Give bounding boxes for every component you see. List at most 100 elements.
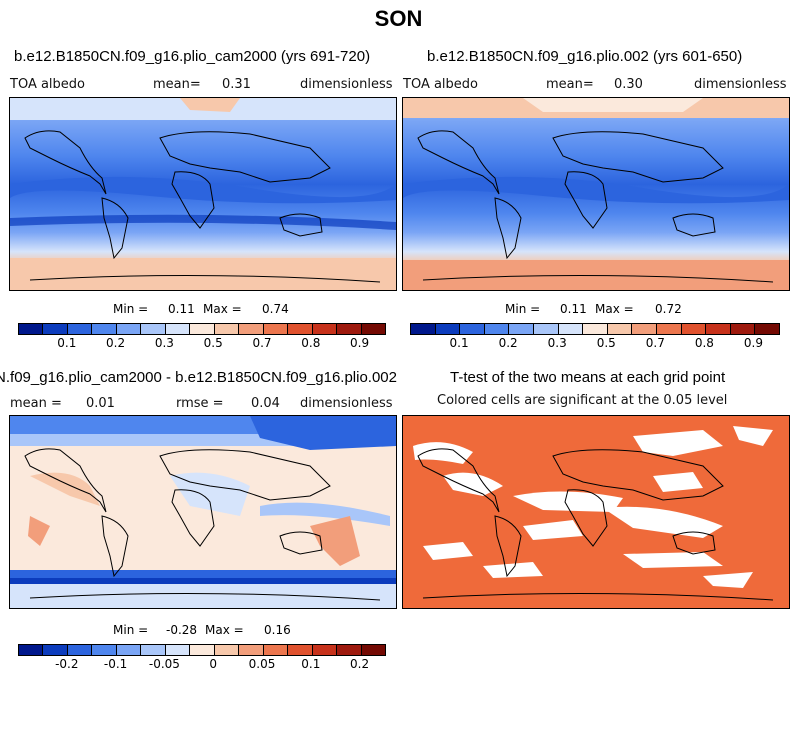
panel3-mean-label: mean = bbox=[10, 396, 62, 411]
panel3-title: B1850CN.f09_g16.plio_cam2000 - b.e12.B18… bbox=[0, 369, 397, 386]
panel3-max-value: 0.16 bbox=[264, 623, 291, 637]
colorbar-abs-right-labels: 0.1 0.2 0.3 0.5 0.7 0.8 0.9 bbox=[410, 336, 778, 352]
colorbar-abs-left-labels: 0.1 0.2 0.3 0.5 0.7 0.8 0.9 bbox=[18, 336, 384, 352]
colorbar-tick-label: 0.1 bbox=[449, 336, 469, 350]
colorbar-tick-label: -0.1 bbox=[103, 657, 128, 671]
panel2-title: b.e12.B1850CN.f09_g16.plio.002 (yrs 601-… bbox=[427, 48, 743, 65]
colorbar-swatch bbox=[533, 324, 559, 334]
panel3-max-label: Max = bbox=[205, 623, 244, 637]
colorbar-swatch bbox=[43, 645, 68, 655]
colorbar-tick-label: 0 bbox=[209, 657, 218, 671]
colorbar-swatch bbox=[337, 645, 362, 655]
colorbar-tick-label: 0.7 bbox=[252, 336, 272, 350]
panel1-min-value: 0.11 bbox=[168, 302, 195, 316]
colorbar-swatch bbox=[239, 324, 264, 334]
colorbar-tick-label: 0.2 bbox=[350, 657, 370, 671]
colorbar-swatch bbox=[361, 645, 386, 655]
panel1-units: dimensionless bbox=[300, 77, 393, 92]
panel4-subtitle: Colored cells are significant at the 0.0… bbox=[437, 393, 728, 408]
colorbar-swatch bbox=[607, 324, 633, 334]
colorbar-swatch bbox=[43, 324, 68, 334]
colorbar-tick-label: 0.9 bbox=[350, 336, 370, 350]
colorbar-tick-label: 0.5 bbox=[203, 336, 223, 350]
colorbar-swatch bbox=[656, 324, 682, 334]
colorbar-abs-left bbox=[18, 323, 386, 335]
colorbar-swatch bbox=[165, 324, 191, 334]
colorbar-swatch bbox=[116, 645, 142, 655]
panel2-variable: TOA albedo bbox=[403, 77, 479, 92]
colorbar-swatch bbox=[558, 324, 584, 334]
colorbar-swatch bbox=[288, 645, 313, 655]
figure-title: SON bbox=[374, 6, 423, 31]
colorbar-tick-label: 0.1 bbox=[301, 657, 321, 671]
panel2-min-value: 0.11 bbox=[560, 302, 587, 316]
colorbar-swatch bbox=[263, 645, 289, 655]
panel2-max-label: Max = bbox=[595, 302, 634, 316]
panel2-max-value: 0.72 bbox=[655, 302, 682, 316]
colorbar-swatch bbox=[141, 645, 166, 655]
panel1-map bbox=[9, 97, 397, 291]
colorbar-swatch bbox=[509, 324, 534, 334]
colorbar-swatch bbox=[239, 645, 264, 655]
colorbar-tick-label: 0.8 bbox=[694, 336, 714, 350]
colorbar-swatch bbox=[141, 324, 166, 334]
colorbar-tick-label: 0.1 bbox=[57, 336, 77, 350]
panel1-title: b.e12.B1850CN.f09_g16.plio_cam2000 (yrs … bbox=[14, 48, 371, 65]
colorbar-swatch bbox=[190, 324, 215, 334]
colorbar-swatch bbox=[190, 645, 215, 655]
panel3-title-wrap: B1850CN.f09_g16.plio_cam2000 - b.e12.B18… bbox=[0, 369, 397, 386]
colorbar-swatch bbox=[312, 645, 338, 655]
colorbar-tick-label: 0.7 bbox=[645, 336, 665, 350]
colorbar-tick-label: 0.3 bbox=[547, 336, 567, 350]
colorbar-swatch bbox=[411, 324, 436, 334]
colorbar-tick-label: 0.3 bbox=[154, 336, 174, 350]
colorbar-tick-label: 0.9 bbox=[743, 336, 763, 350]
colorbar-swatch bbox=[214, 645, 240, 655]
panel3-mean-value: 0.01 bbox=[86, 396, 115, 411]
colorbar-swatch bbox=[19, 645, 44, 655]
panel2-units: dimensionless bbox=[694, 77, 787, 92]
colorbar-swatch bbox=[435, 324, 461, 334]
panel3-min-value: -0.28 bbox=[166, 623, 198, 637]
panel2-min-label: Min = bbox=[505, 302, 541, 316]
colorbar-swatch bbox=[67, 324, 93, 334]
panel3-rmse-label: rmse = bbox=[176, 396, 224, 411]
colorbar-swatch bbox=[92, 645, 117, 655]
colorbar-swatch bbox=[460, 324, 485, 334]
colorbar-abs-right bbox=[410, 323, 780, 335]
colorbar-swatch bbox=[583, 324, 608, 334]
panel1-mean-label: mean= bbox=[153, 77, 201, 92]
colorbar-tick-label: -0.2 bbox=[55, 657, 79, 671]
panel3-min-label: Min = bbox=[113, 623, 149, 637]
colorbar-swatch bbox=[288, 324, 313, 334]
colorbar-swatch bbox=[263, 324, 289, 334]
colorbar-swatch bbox=[67, 645, 93, 655]
colorbar-tick-label: 0.8 bbox=[301, 336, 321, 350]
panel4-map bbox=[402, 415, 790, 609]
colorbar-swatch bbox=[361, 324, 386, 334]
panel1-variable: TOA albedo bbox=[10, 77, 86, 92]
colorbar-swatch bbox=[632, 324, 657, 334]
colorbar-tick-label: 0.05 bbox=[248, 657, 276, 671]
colorbar-swatch bbox=[214, 324, 240, 334]
colorbar-tick-label: -0.05 bbox=[148, 657, 180, 671]
panel2-map bbox=[402, 97, 790, 291]
colorbar-swatch bbox=[730, 324, 756, 334]
colorbar-swatch bbox=[484, 324, 510, 334]
colorbar-tick-label: 0.2 bbox=[106, 336, 126, 350]
colorbar-swatch bbox=[165, 645, 191, 655]
colorbar-swatch bbox=[312, 324, 338, 334]
panel3-map bbox=[9, 415, 397, 609]
panel3-units: dimensionless bbox=[300, 396, 393, 411]
panel1-mean-value: 0.31 bbox=[222, 77, 251, 92]
panel1-min-label: Min = bbox=[113, 302, 149, 316]
colorbar-swatch bbox=[19, 324, 44, 334]
panel3-rmse-value: 0.04 bbox=[251, 396, 280, 411]
colorbar-swatch bbox=[116, 324, 142, 334]
colorbar-swatch bbox=[755, 324, 779, 334]
panel1-max-label: Max = bbox=[203, 302, 242, 316]
colorbar-swatch bbox=[681, 324, 707, 334]
panel2-mean-value: 0.30 bbox=[614, 77, 643, 92]
colorbar-diff bbox=[18, 644, 386, 656]
panel4-title: T-test of the two means at each grid poi… bbox=[450, 369, 726, 386]
